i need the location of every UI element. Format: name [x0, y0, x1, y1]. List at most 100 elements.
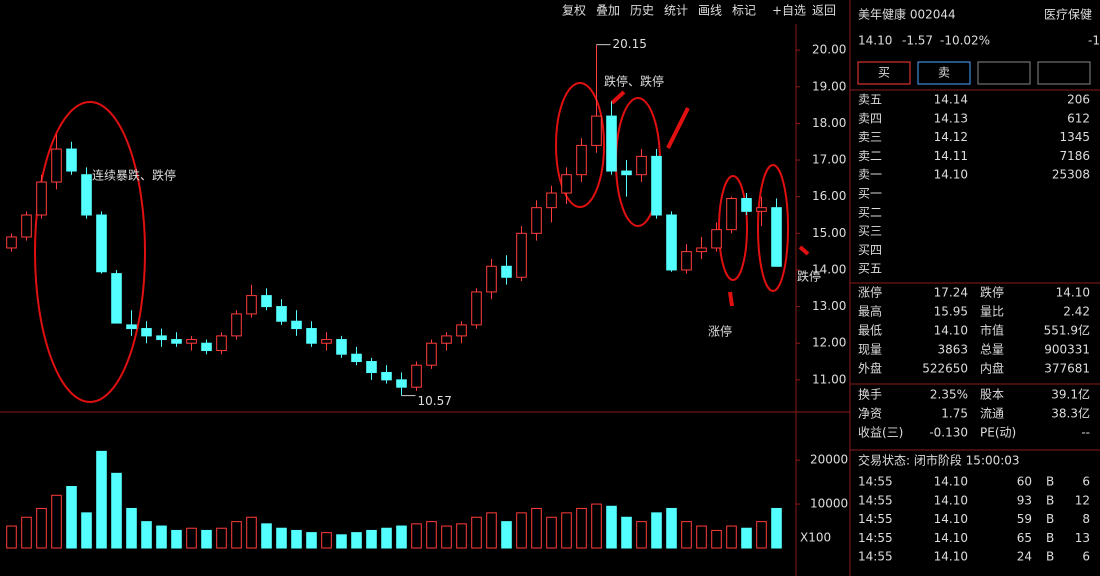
volume-bar: [396, 525, 407, 549]
bid-label: 买一: [858, 187, 882, 201]
arrow: [610, 90, 810, 307]
y-tick-label: 15.00: [812, 226, 846, 240]
candle-body: [276, 306, 287, 322]
volume-bar: [111, 472, 122, 549]
stat-label: 总量: [980, 343, 1004, 357]
y-tick-label: 10000: [810, 497, 848, 511]
trade-button-label[interactable]: 买: [878, 66, 890, 80]
candle-body: [261, 295, 272, 308]
volume-bar: [246, 516, 257, 549]
trade-volume: 24: [1017, 550, 1032, 564]
volume-bar: [591, 503, 602, 549]
stat-value: 900331: [1044, 343, 1090, 357]
toolbar-button[interactable]: 返回: [812, 4, 836, 18]
annotation: 连续暴跌、跌停: [92, 168, 176, 183]
candle-body: [231, 313, 242, 337]
icon-button[interactable]: [977, 61, 1031, 85]
toolbar-button[interactable]: +自选: [772, 4, 806, 18]
trade-price: 14.10: [934, 531, 968, 545]
volume-bar: [366, 529, 377, 549]
volume-bar: [6, 525, 17, 549]
candle-body: [756, 207, 767, 212]
volume-bar: [156, 525, 167, 549]
candle-body: [51, 148, 62, 183]
candle-body: [96, 214, 107, 273]
volume-bar: [666, 507, 677, 549]
trade-button[interactable]: [917, 61, 971, 85]
highlight: [555, 82, 605, 208]
volume-bar: [201, 529, 212, 549]
candle-body: [711, 229, 722, 249]
candle-body: [306, 328, 317, 344]
trade-time: 14:55: [858, 512, 893, 526]
volume-bar: [501, 521, 512, 549]
toolbar-button[interactable]: 标记: [732, 4, 756, 18]
candle-body: [741, 198, 752, 212]
trade-side: B: [1046, 512, 1054, 526]
stock-name: 美年健康 002044: [858, 7, 956, 22]
toolbar-button[interactable]: 历史: [630, 4, 654, 18]
bid-label: 买四: [858, 243, 882, 257]
volume-bar: [726, 525, 737, 549]
candle-body: [336, 339, 347, 355]
candle-body: [696, 247, 707, 253]
volume-bar: [711, 529, 722, 549]
volume-bar: [741, 527, 752, 549]
candle-body: [576, 144, 587, 176]
max-label: 20.15: [613, 37, 647, 51]
y-tick-label: 11.00: [812, 372, 846, 386]
stat-label: PE(动): [980, 426, 1016, 440]
annotation: 涨停: [708, 324, 732, 339]
trade-side: B: [1046, 550, 1054, 564]
candle-body: [561, 174, 572, 194]
stat-label: 内盘: [980, 361, 1004, 376]
volume-bar: [51, 494, 62, 549]
volume-bar: [321, 532, 332, 549]
toolbar-button[interactable]: 统计: [664, 4, 688, 18]
candle-body: [246, 295, 257, 315]
trade-button[interactable]: [857, 61, 911, 85]
candle-body: [381, 372, 392, 381]
ask-price: 14.13: [934, 111, 968, 125]
trade-price: 14.10: [934, 550, 968, 564]
stat-value: -0.130: [929, 426, 968, 440]
trade-volume: 60: [1017, 475, 1032, 489]
trade-side: B: [1046, 475, 1054, 489]
trade-price: 14.10: [934, 512, 968, 526]
candle-body: [201, 342, 212, 352]
volume-bar: [531, 507, 542, 549]
stat-value: 3863: [937, 343, 968, 357]
ask-price: 14.10: [934, 168, 968, 182]
ask-volume: 206: [1067, 93, 1090, 107]
y-tick-label: 17.00: [812, 153, 846, 167]
volume-bar: [756, 521, 767, 549]
volume-bar: [651, 512, 662, 549]
trade-count: 12: [1075, 493, 1090, 507]
volume-bar: [306, 532, 317, 549]
toolbar-button[interactable]: 画线: [698, 4, 722, 18]
min-label: 10.57: [418, 394, 452, 408]
trade-volume: 65: [1017, 531, 1032, 545]
trade-button-label[interactable]: 卖: [938, 66, 950, 80]
bid-label: 买二: [858, 205, 882, 219]
ask-volume: 7186: [1059, 149, 1090, 163]
volume-bar: [126, 507, 137, 549]
volume-bar: [441, 525, 452, 549]
candle-body: [126, 324, 137, 330]
toolbar-button[interactable]: 复权: [562, 4, 586, 18]
ask-label: 卖四: [858, 111, 882, 125]
volume-bar: [216, 527, 227, 549]
stat-label: 净资: [858, 407, 882, 421]
stat-value: 14.10: [934, 324, 968, 338]
stat-label: 涨停: [858, 285, 882, 300]
toolbar-button[interactable]: 叠加: [596, 4, 620, 18]
candle-body: [771, 207, 782, 267]
volume-bar: [471, 516, 482, 549]
stat-value: 377681: [1044, 362, 1090, 376]
stat-label: 收益(三): [858, 426, 903, 440]
candle-body: [321, 339, 332, 344]
icon-button[interactable]: [1037, 61, 1091, 85]
candle-body: [411, 364, 422, 388]
